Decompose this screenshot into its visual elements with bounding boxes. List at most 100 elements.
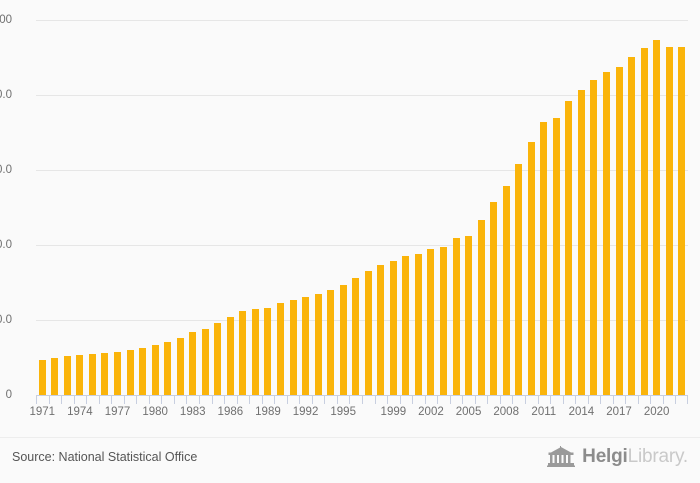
bar[interactable]	[377, 264, 385, 395]
y-axis-tick-label: 0	[5, 389, 12, 401]
bar[interactable]	[239, 311, 247, 395]
bar[interactable]	[302, 296, 310, 395]
bar[interactable]	[477, 219, 485, 395]
x-axis-tick	[474, 395, 476, 404]
x-axis-tick	[512, 395, 514, 404]
x-axis-tick	[336, 395, 338, 404]
x-axis-tick	[387, 395, 389, 404]
bar[interactable]	[327, 290, 335, 395]
bar[interactable]	[214, 323, 222, 395]
bar[interactable]	[114, 351, 121, 395]
x-axis-tick-label: 2005	[455, 406, 482, 418]
x-axis-tick	[36, 395, 37, 404]
x-axis-tick	[562, 395, 564, 404]
bar[interactable]	[452, 238, 460, 395]
bar[interactable]	[678, 47, 686, 395]
x-axis-tick-label: 1992	[292, 406, 319, 418]
x-axis: 1971 1974 1977 1980 1983 1986 1989 1992 1995 1999…	[29, 395, 688, 429]
helgi-library-logo[interactable]: HelgiLibrary.	[546, 446, 688, 468]
bar[interactable]	[164, 341, 172, 395]
bar[interactable]	[414, 254, 422, 395]
x-axis-tick-label: 2020	[643, 406, 670, 418]
x-axis-tick	[299, 395, 301, 404]
bar[interactable]	[502, 186, 510, 395]
footer-divider	[0, 437, 700, 438]
y-axis-tick-label: 100	[0, 14, 12, 26]
bar[interactable]	[63, 356, 71, 395]
x-axis-tick	[311, 395, 313, 404]
bar[interactable]	[226, 317, 234, 395]
x-axis-tick	[148, 395, 150, 404]
bar[interactable]	[364, 270, 372, 395]
x-axis-tick	[487, 395, 489, 404]
x-axis-tick	[324, 395, 326, 404]
x-axis-tick	[675, 395, 677, 404]
x-axis-tick-label: 1995	[330, 406, 356, 418]
bar[interactable]	[264, 307, 272, 395]
logo-text-library: Library	[627, 446, 683, 467]
bar[interactable]	[640, 47, 648, 395]
bar[interactable]	[277, 303, 284, 395]
logo-wordmark: HelgiLibrary.	[582, 446, 688, 468]
bar[interactable]	[51, 357, 59, 395]
x-axis-tick	[625, 395, 627, 404]
x-axis-tick	[136, 395, 138, 404]
bar[interactable]	[76, 355, 84, 395]
bar[interactable]	[289, 299, 297, 395]
x-axis-tick-label: 1971	[29, 406, 56, 418]
bar[interactable]	[88, 353, 96, 395]
bar[interactable]	[590, 79, 598, 395]
x-axis-tick	[637, 395, 639, 404]
x-axis-tick	[437, 395, 439, 404]
bar[interactable]	[527, 142, 535, 395]
bar[interactable]	[402, 256, 410, 395]
x-axis-tick-label: 1980	[142, 406, 168, 418]
x-axis-tick	[274, 395, 276, 404]
x-axis-tick	[650, 395, 652, 404]
bar[interactable]	[189, 332, 197, 395]
x-axis-tick-label: 1983	[179, 406, 206, 418]
bar[interactable]	[251, 308, 259, 395]
gridline	[36, 170, 688, 171]
x-axis-tick	[537, 395, 539, 404]
bar[interactable]	[515, 164, 523, 395]
bar[interactable]	[440, 246, 447, 395]
bar[interactable]	[615, 66, 623, 395]
x-axis-tick	[73, 395, 75, 404]
x-axis-tick	[224, 395, 226, 404]
x-axis-tick-label: 1974	[67, 406, 93, 418]
bar[interactable]	[339, 285, 347, 395]
bar[interactable]	[389, 261, 397, 395]
x-axis-tick	[525, 395, 526, 404]
bar[interactable]	[665, 46, 673, 395]
bar[interactable]	[151, 345, 159, 395]
x-axis-tick	[499, 395, 501, 404]
bar[interactable]	[577, 90, 585, 395]
x-axis-tick	[612, 395, 614, 404]
bar[interactable]	[628, 57, 636, 395]
x-axis-tick	[161, 395, 163, 404]
x-axis-tick	[399, 395, 401, 404]
bar[interactable]	[565, 101, 573, 395]
bar[interactable]	[314, 294, 322, 395]
x-axis-tick	[687, 395, 688, 404]
bar[interactable]	[540, 122, 548, 395]
bar[interactable]	[352, 278, 360, 395]
x-axis-tick	[374, 395, 376, 404]
bar[interactable]	[201, 329, 209, 395]
x-axis-tick	[550, 395, 552, 404]
y-axis-tick-label: 60.0	[0, 164, 12, 176]
bar[interactable]	[101, 352, 109, 395]
bar[interactable]	[427, 249, 435, 395]
bar[interactable]	[38, 359, 46, 395]
bar[interactable]	[552, 117, 560, 395]
bar[interactable]	[603, 71, 610, 395]
y-axis-tick-label: 80.0	[0, 89, 12, 101]
bar[interactable]	[139, 347, 147, 395]
bar[interactable]	[653, 40, 661, 395]
bar[interactable]	[176, 337, 184, 395]
bar[interactable]	[490, 202, 498, 395]
bar[interactable]	[465, 236, 473, 395]
bar[interactable]	[126, 350, 134, 395]
